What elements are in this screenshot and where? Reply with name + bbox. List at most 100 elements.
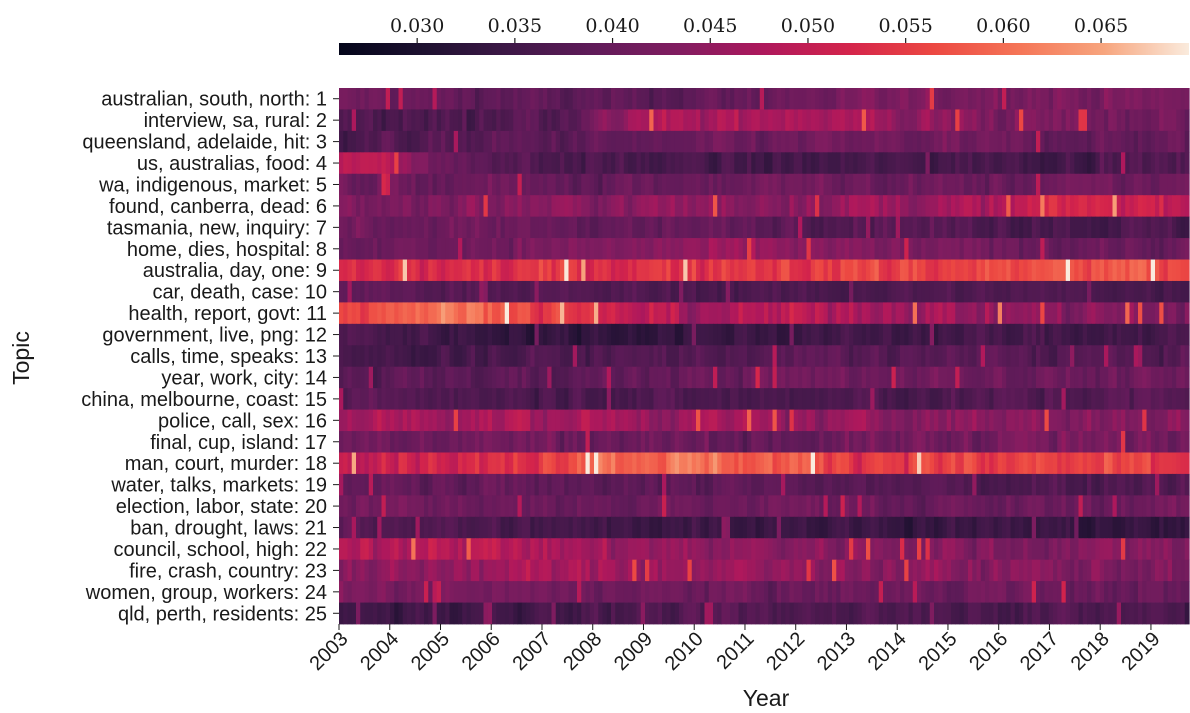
heatmap-cell	[806, 409, 812, 432]
heatmap-cell	[849, 473, 854, 496]
heatmap-cell	[640, 280, 646, 303]
heatmap-cell	[717, 259, 723, 282]
heatmap-cell	[504, 559, 510, 582]
heatmap-cell	[1014, 302, 1020, 325]
heatmap-cell	[632, 538, 638, 561]
heatmap-cell	[683, 130, 689, 153]
heatmap-cell	[1031, 581, 1037, 603]
heatmap-cell	[942, 366, 948, 389]
heatmap-cell	[547, 238, 553, 260]
heatmap-cell	[496, 473, 502, 496]
heatmap-cell	[1121, 431, 1126, 453]
heatmap-cell	[789, 452, 795, 475]
heatmap-cell	[810, 130, 816, 153]
heatmap-cell	[657, 345, 663, 368]
heatmap-cell	[449, 323, 455, 346]
heatmap-cell	[874, 323, 880, 346]
heatmap-cell	[976, 238, 982, 260]
heatmap-cell	[628, 366, 633, 389]
heatmap-cell	[1104, 538, 1109, 561]
heatmap-cell	[453, 173, 459, 196]
heatmap-cell	[428, 581, 434, 603]
heatmap-cell	[836, 280, 842, 303]
heatmap-cell	[717, 366, 723, 389]
heatmap-cell	[921, 109, 927, 132]
heatmap-cell	[997, 452, 1003, 475]
heatmap-cell	[462, 431, 468, 453]
heatmap-cell	[802, 238, 808, 260]
heatmap-cell	[594, 109, 599, 132]
heatmap-cell	[836, 130, 842, 153]
heatmap-cell	[534, 173, 540, 196]
heatmap-cell	[1087, 409, 1092, 432]
heatmap-cell	[691, 302, 697, 325]
heatmap-cell	[1116, 130, 1122, 153]
heatmap-cell	[1176, 195, 1182, 218]
heatmap-cell	[959, 409, 965, 432]
heatmap-cell	[785, 152, 791, 175]
heatmap-cell	[487, 431, 493, 453]
heatmap-cell	[441, 452, 446, 475]
heatmap-cell	[1116, 388, 1122, 410]
heatmap-cell	[339, 345, 344, 368]
heatmap-cell	[424, 495, 429, 518]
heatmap-cell	[827, 409, 833, 432]
heatmap-cell	[781, 195, 786, 218]
heatmap-cell	[479, 88, 485, 110]
heatmap-cell	[653, 345, 659, 368]
heatmap-cell	[521, 302, 527, 325]
heatmap-cell	[458, 130, 463, 153]
heatmap-cell	[657, 280, 663, 303]
heatmap-cell	[1112, 366, 1118, 389]
heatmap-cell	[441, 473, 446, 496]
heatmap-cell	[878, 109, 884, 132]
heatmap-cell	[649, 366, 655, 389]
heatmap-cell	[670, 345, 676, 368]
heatmap-cell	[934, 195, 939, 218]
heatmap-cell	[351, 452, 357, 475]
heatmap-cell	[1129, 109, 1135, 132]
heatmap-cell	[700, 473, 706, 496]
heatmap-cell	[534, 452, 540, 475]
heatmap-cell	[938, 495, 944, 518]
heatmap-cell	[1019, 130, 1024, 153]
heatmap-cell	[917, 302, 922, 325]
heatmap-cell	[470, 431, 476, 453]
heatmap-cell	[385, 495, 391, 518]
heatmap-cell	[351, 409, 357, 432]
heatmap-cell	[1031, 130, 1037, 153]
heatmap-cell	[955, 516, 961, 539]
heatmap-cell	[509, 388, 514, 410]
heatmap-cell	[1095, 88, 1101, 110]
heatmap-cell	[1155, 345, 1160, 368]
heatmap-cell	[942, 559, 948, 582]
heatmap-cell	[717, 173, 723, 196]
heatmap-cell	[1002, 581, 1007, 603]
heatmap-cell	[1091, 280, 1097, 303]
heatmap-cell	[798, 538, 803, 561]
heatmap-cell	[360, 302, 366, 325]
heatmap-cell	[606, 559, 612, 582]
heatmap-cell	[398, 559, 404, 582]
heatmap-cell	[917, 516, 922, 539]
heatmap-cell	[781, 152, 786, 175]
heatmap-cell	[564, 581, 570, 603]
heatmap-cell	[704, 473, 710, 496]
heatmap-cell	[470, 581, 476, 603]
heatmap-cell	[487, 109, 493, 132]
heatmap-cell	[836, 495, 842, 518]
heatmap-cell	[445, 280, 451, 303]
heatmap-cell	[713, 216, 718, 239]
heatmap-cell	[1044, 280, 1050, 303]
heatmap-cell	[849, 259, 854, 282]
heatmap-cell	[1082, 152, 1088, 175]
heatmap-cell	[1006, 431, 1012, 453]
heatmap-cell	[870, 302, 876, 325]
heatmap-cell	[802, 516, 808, 539]
heatmap-cell	[891, 431, 897, 453]
heatmap-cell	[870, 130, 876, 153]
heatmap-cell	[470, 538, 476, 561]
heatmap-cell	[572, 452, 578, 475]
heatmap-cell	[1036, 431, 1041, 453]
heatmap-cell	[424, 431, 429, 453]
